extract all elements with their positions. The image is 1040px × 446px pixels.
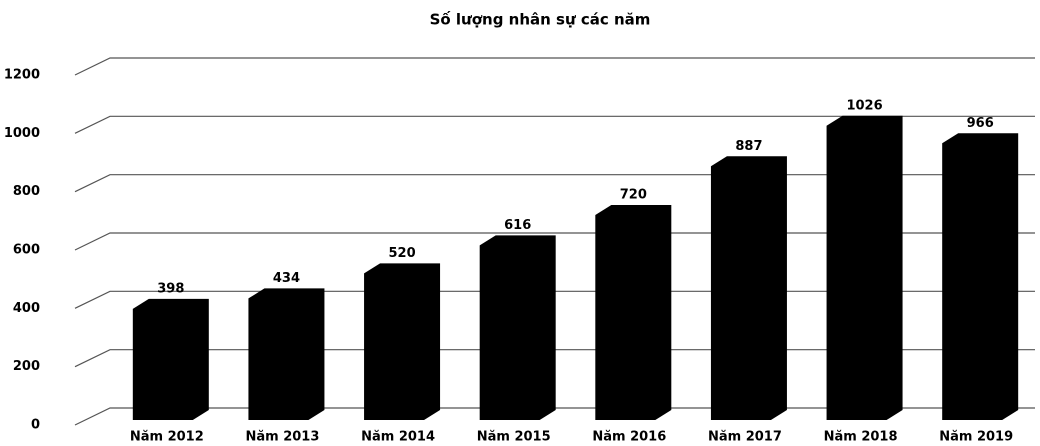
x-tick-label: Năm 2017 <box>708 430 782 445</box>
x-tick-label: Năm 2015 <box>477 430 551 445</box>
bar <box>826 115 903 420</box>
data-label: 434 <box>273 271 300 286</box>
data-label: 966 <box>967 116 994 131</box>
y-tick-label: 400 <box>13 301 40 316</box>
chart-title: Số lượng nhân sự các năm <box>430 10 651 29</box>
bar <box>364 263 441 420</box>
y-tick-label: 600 <box>13 243 40 258</box>
bar <box>595 205 672 420</box>
x-tick-label: Năm 2016 <box>592 430 666 445</box>
data-label: 887 <box>735 139 762 154</box>
data-label: 520 <box>388 246 415 261</box>
y-tick-label: 800 <box>13 184 40 199</box>
bar <box>248 288 325 420</box>
data-label: 616 <box>504 218 531 233</box>
y-tick-label: 200 <box>13 359 40 374</box>
bar <box>710 156 787 420</box>
bar <box>479 235 556 420</box>
data-label: 720 <box>620 188 647 203</box>
bar <box>942 133 1019 420</box>
x-tick-label: Năm 2018 <box>824 430 898 445</box>
x-tick-label: Năm 2013 <box>245 430 319 445</box>
bar <box>132 298 209 420</box>
y-tick-label: 1200 <box>4 68 40 83</box>
grid-line <box>74 115 1035 134</box>
x-tick-label: Năm 2012 <box>130 430 204 445</box>
y-tick-label: 0 <box>31 418 40 433</box>
x-tick-label: Năm 2014 <box>361 430 435 445</box>
data-label: 1026 <box>846 98 882 113</box>
y-tick-label: 1000 <box>4 126 40 141</box>
x-tick-label: Năm 2019 <box>939 430 1013 445</box>
data-label: 398 <box>157 281 184 296</box>
grid-line <box>74 57 1035 76</box>
